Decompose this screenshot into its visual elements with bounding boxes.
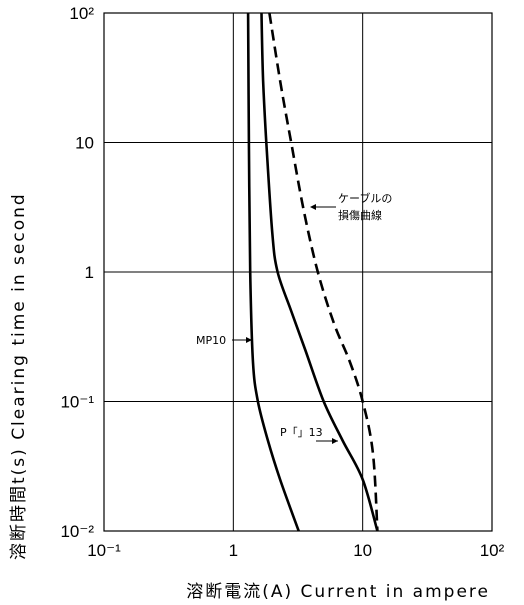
x-tick-labels: 10⁻¹ 1 10 10² [87, 541, 504, 560]
annotation-mp10-label: MP10 [196, 334, 226, 347]
annotation-p13-arrowhead [332, 438, 338, 444]
annotation-cable-label-2: 損傷曲線 [338, 208, 382, 222]
x-tick-label: 10 [353, 541, 372, 560]
y-axis-title: 溶断時間t(s) Clearing time in second [9, 192, 29, 560]
y-tick-label: 10 [75, 134, 94, 153]
x-tick-label: 10⁻¹ [87, 541, 121, 560]
y-tick-label: 1 [85, 263, 94, 282]
x-tick-label: 1 [229, 541, 238, 560]
annotation-p13: P「」13 [280, 426, 338, 444]
series-line-0 [246, 12, 300, 532]
annotation-p13-label: P「」13 [280, 426, 323, 439]
x-tick-label: 10² [480, 541, 505, 560]
annotation-mp10: MP10 [196, 334, 252, 347]
series-line-1 [260, 12, 379, 532]
annotation-mp10-arrowhead [246, 337, 252, 343]
annotation-cable-damage: ケーブルの 損傷曲線 [310, 191, 392, 222]
series-line-2 [268, 12, 379, 532]
series-layer [246, 12, 379, 532]
annotation-cable-arrowhead [310, 204, 316, 210]
grid [103, 12, 493, 532]
x-axis-title: 溶断電流(A) Current in ampere [186, 582, 490, 602]
y-tick-label: 10⁻¹ [60, 393, 94, 412]
annotation-cable-label-1: ケーブルの [338, 191, 392, 205]
y-tick-label: 10² [69, 4, 94, 23]
y-tick-label: 10⁻² [60, 522, 94, 541]
y-tick-labels: 10⁻² 10⁻¹ 1 10 10² [60, 4, 94, 541]
